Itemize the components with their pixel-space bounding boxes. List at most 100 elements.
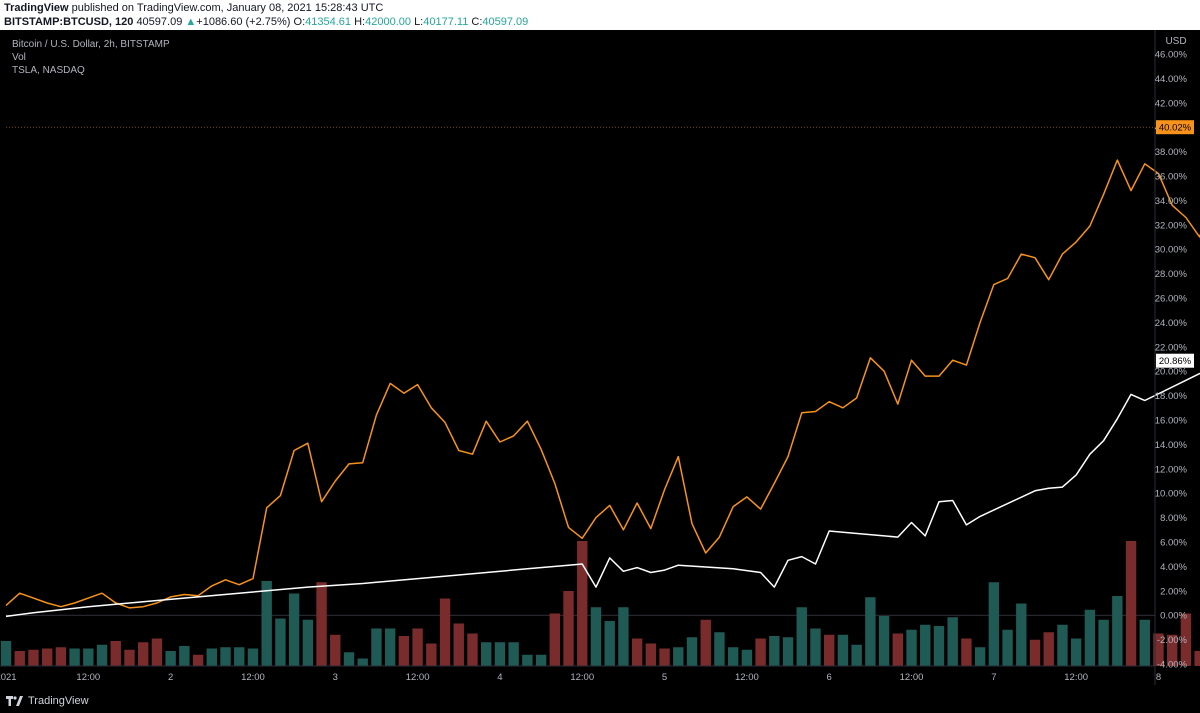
- volume-bar: [535, 654, 547, 666]
- price-change: +1086.60 (+2.75%): [196, 16, 291, 28]
- volume-bar: [330, 634, 341, 666]
- volume-bar: [453, 623, 464, 666]
- footer-brand: TradingView: [28, 695, 89, 707]
- volume-bar: [906, 629, 917, 666]
- volume-bar: [371, 628, 382, 666]
- y-tick-label: 44.00%: [1155, 74, 1188, 85]
- volume-bar: [481, 642, 492, 666]
- x-tick-label: 12:00: [900, 672, 924, 683]
- x-tick-label: 2: [168, 672, 173, 683]
- volume-bar: [549, 613, 560, 666]
- chart-legend: Bitcoin / U.S. Dollar, 2h, BITSTAMP Vol …: [12, 38, 170, 77]
- volume-bar: [1002, 629, 1013, 666]
- volume-bar: [124, 649, 135, 666]
- volume-bar: [110, 641, 121, 666]
- x-tick-label: 5: [662, 672, 667, 683]
- volume-bar: [714, 632, 725, 666]
- publish-line: TradingView published on TradingView.com…: [4, 2, 383, 14]
- volume-bar: [494, 642, 506, 666]
- x-tick-label: 12:00: [735, 672, 759, 683]
- volume-bar: [165, 651, 176, 666]
- volume-bar: [192, 654, 204, 666]
- volume-bar: [1194, 651, 1200, 666]
- y-tick-label: 4.00%: [1160, 562, 1187, 573]
- volume-bar: [1070, 638, 1082, 666]
- low-value: 40177.11: [423, 16, 469, 28]
- x-tick-label: 12:00: [1064, 672, 1088, 683]
- legend-tsla[interactable]: TSLA, NASDAQ: [12, 65, 85, 76]
- volume-bar: [1098, 619, 1109, 666]
- volume-bar: [302, 619, 314, 666]
- volume-bar: [357, 658, 368, 666]
- y-tick-label: 26.00%: [1155, 294, 1188, 305]
- volume-bar: [83, 648, 94, 666]
- tsla-last-label: 20.86%: [1159, 356, 1192, 367]
- volume-bar: [316, 582, 327, 666]
- volume-bar: [261, 581, 272, 666]
- volume-bar: [1084, 609, 1096, 666]
- volume-bar: [590, 607, 602, 666]
- volume-bar: [865, 597, 876, 666]
- open-label: O:: [293, 16, 306, 28]
- x-tick-label: 8: [1156, 672, 1161, 683]
- publish-header: TradingView published on TradingView.com…: [0, 0, 1200, 30]
- symbol-label: BITSTAMP:BTCUSD, 120: [4, 16, 134, 28]
- volume-bars: [0, 541, 1200, 666]
- brand-name[interactable]: TradingView: [4, 2, 69, 14]
- volume-bar: [28, 649, 39, 666]
- x-tick-label: 12:00: [241, 672, 265, 683]
- y-tick-label: 32.00%: [1155, 220, 1188, 231]
- chart-svg[interactable]: USD46.00%44.00%42.00%40.00%38.00%36.00%3…: [0, 30, 1200, 685]
- y-tick-label: -4.00%: [1157, 660, 1188, 671]
- y-tick-label: -2.00%: [1157, 635, 1188, 646]
- volume-bar: [55, 647, 67, 666]
- volume-bar: [247, 648, 259, 666]
- y-tick-label: 34.00%: [1155, 196, 1188, 207]
- volume-bar: [467, 633, 478, 666]
- y-tick-label: 8.00%: [1160, 513, 1187, 524]
- volume-bar: [179, 646, 190, 666]
- legend-vol[interactable]: Vol: [12, 52, 26, 63]
- volume-bar: [727, 647, 739, 666]
- y-tick-label: 38.00%: [1155, 147, 1188, 158]
- volume-bar: [220, 647, 231, 666]
- y-tick-label: 20.00%: [1155, 367, 1188, 378]
- volume-bar: [1153, 633, 1164, 666]
- volume-bar: [1139, 619, 1150, 666]
- up-arrow-icon: ▲: [185, 16, 197, 28]
- y-tick-label: 36.00%: [1155, 172, 1188, 183]
- volume-bar: [1043, 632, 1054, 666]
- y-tick-label: 2.00%: [1160, 586, 1187, 597]
- volume-bar: [796, 607, 807, 666]
- btc-last-label: 40.02%: [1159, 123, 1192, 134]
- high-value: 42000.00: [365, 16, 411, 28]
- volume-bar: [508, 642, 519, 666]
- y-tick-label: 0.00%: [1160, 611, 1187, 622]
- legend-btc[interactable]: Bitcoin / U.S. Dollar, 2h, BITSTAMP: [12, 39, 170, 50]
- volume-bar: [604, 621, 615, 666]
- volume-bar: [892, 633, 903, 666]
- low-label: L:: [414, 16, 424, 28]
- last-value-labels: 40.02% 20.86%: [6, 120, 1194, 368]
- volume-bar: [41, 648, 53, 666]
- volume-bar: [920, 624, 931, 666]
- x-tick-label: 7: [991, 672, 996, 683]
- tradingview-logo-icon: [6, 696, 23, 706]
- y-tick-label: 6.00%: [1160, 538, 1187, 549]
- volume-bar: [343, 652, 355, 666]
- volume-bar: [700, 619, 711, 666]
- x-tick-label: 6: [827, 672, 832, 683]
- volume-bar: [673, 647, 684, 666]
- volume-bar: [412, 628, 423, 666]
- volume-bar: [810, 628, 821, 666]
- volume-bar: [1180, 613, 1192, 666]
- volume-bar: [837, 634, 849, 666]
- volume-bar: [878, 616, 890, 666]
- volume-bar: [1167, 634, 1178, 666]
- footer-logo[interactable]: TradingView: [6, 695, 89, 707]
- volume-bar: [563, 591, 574, 666]
- volume-bar: [824, 634, 835, 666]
- volume-bar: [947, 617, 958, 666]
- volume-bar: [577, 541, 588, 666]
- chart-area[interactable]: USD46.00%44.00%42.00%40.00%38.00%36.00%3…: [0, 30, 1200, 685]
